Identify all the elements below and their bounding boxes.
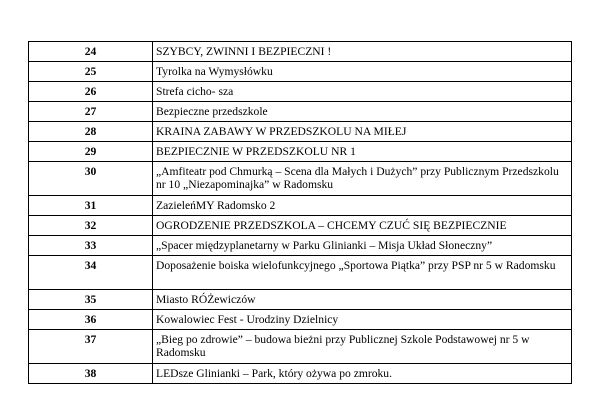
project-title: ZazieleńMY Radomsko 2 [152, 195, 572, 216]
table-row: 27 Bezpieczne przedszkole [28, 101, 572, 122]
table-row: 25 Tyrolka na Wymysłówku [28, 61, 572, 82]
table-row: 34 Doposażenie boiska wielofunkcyjnego „S… [28, 255, 572, 290]
project-title: Doposażenie boiska wielofunkcyjnego „Spo… [152, 255, 572, 290]
project-number: 38 [28, 363, 153, 384]
project-title: Miasto RÓŻewiczów [152, 289, 572, 310]
project-number: 32 [28, 215, 153, 236]
project-title: BEZPIECZNIE W PRZEDSZKOLU NR 1 [152, 141, 572, 162]
project-number: 33 [28, 235, 153, 256]
table-row: 26 Strefa cicho- sza [28, 81, 572, 102]
project-number: 30 [28, 161, 153, 196]
table-row: 35 Miasto RÓŻewiczów [28, 289, 572, 310]
project-title: KRAINA ZABAWY W PRZEDSZKOLU NA MIŁEJ [152, 121, 572, 142]
project-number: 35 [28, 289, 153, 310]
project-title: Kowalowiec Fest - Urodziny Dzielnicy [152, 309, 572, 330]
table-row: 32 OGRODZENIE PRZEDSZKOLA – CHCEMY CZUĆ S… [28, 215, 572, 236]
project-number: 25 [28, 61, 153, 82]
project-number: 28 [28, 121, 153, 142]
table-row: 28 KRAINA ZABAWY W PRZEDSZKOLU NA MIŁEJ [28, 121, 572, 142]
table-row: 38 LEDsze Glinianki – Park, który ożywa p… [28, 363, 572, 384]
project-title: Strefa cicho- sza [152, 81, 572, 102]
project-title: OGRODZENIE PRZEDSZKOLA – CHCEMY CZUĆ SIĘ… [152, 215, 572, 236]
project-title: „Spacer międzyplanetarny w Parku Glinian… [152, 235, 572, 256]
project-number: 24 [28, 41, 153, 62]
project-title: „Amfiteatr pod Chmurką – Scena dla Małyc… [152, 161, 572, 196]
table-row: 29 BEZPIECZNIE W PRZEDSZKOLU NR 1 [28, 141, 572, 162]
project-number: 29 [28, 141, 153, 162]
project-number: 27 [28, 101, 153, 122]
project-title: SZYBCY, ZWINNI I BEZPIECZNI ! [152, 41, 572, 62]
table-row: 24 SZYBCY, ZWINNI I BEZPIECZNI ! [28, 41, 572, 62]
project-number: 31 [28, 195, 153, 216]
table-row: 36 Kowalowiec Fest - Urodziny Dzielnicy [28, 309, 572, 330]
project-title: LEDsze Glinianki – Park, który ożywa po … [152, 363, 572, 384]
projects-table: 24 SZYBCY, ZWINNI I BEZPIECZNI ! 25 Tyrolka… [28, 41, 572, 384]
project-title: Tyrolka na Wymysłówku [152, 61, 572, 82]
project-title: Bezpieczne przedszkole [152, 101, 572, 122]
project-number: 34 [28, 255, 153, 290]
project-title: „Bieg po zdrowie” – budowa bieżni przy P… [152, 329, 572, 364]
project-number: 26 [28, 81, 153, 102]
table-row: 37 „Bieg po zdrowie” – budowa bieżni przy… [28, 329, 572, 364]
table-row: 31 ZazieleńMY Radomsko 2 [28, 195, 572, 216]
table-row: 30 „Amfiteatr pod Chmurką – Scena dla Mał… [28, 161, 572, 196]
project-number: 37 [28, 329, 153, 364]
table-row: 33 „Spacer międzyplanetarny w Parku Glini… [28, 235, 572, 256]
project-number: 36 [28, 309, 153, 330]
